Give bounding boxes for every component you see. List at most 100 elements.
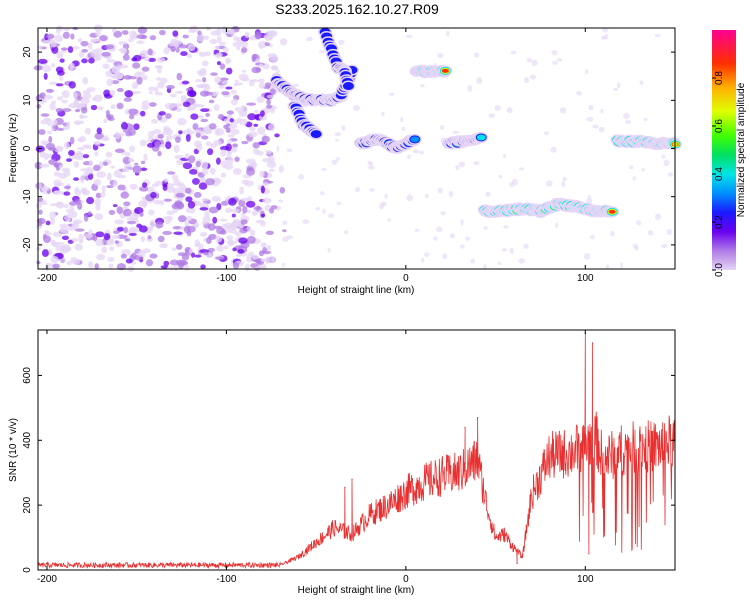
noise-cell (641, 168, 646, 172)
noise-cell (242, 205, 248, 214)
noise-cell (102, 161, 108, 166)
noise-cell (327, 248, 331, 253)
noise-cell (654, 33, 661, 38)
noise-cell (494, 105, 502, 111)
noise-cell (180, 95, 188, 102)
noise-cell (139, 212, 144, 217)
noise-cell (49, 102, 56, 111)
noise-cell (111, 27, 117, 33)
noise-cell (470, 258, 476, 264)
noise-cell (148, 91, 153, 95)
noise-cell (260, 185, 265, 194)
noise-cell (212, 216, 218, 224)
noise-cell (225, 67, 233, 75)
noise-cell (106, 59, 116, 63)
noise-cell (36, 246, 41, 251)
noise-cell (529, 74, 537, 80)
noise-cell (262, 63, 270, 70)
noise-cell (524, 76, 530, 84)
noise-cell (114, 148, 125, 154)
noise-cell (50, 217, 55, 225)
colorbar-label: Normalized spectral amplitude (736, 82, 747, 217)
noise-cell (315, 206, 320, 211)
noise-cell (139, 139, 148, 147)
noise-cell (74, 108, 81, 113)
noise-cell (234, 156, 240, 162)
noise-cell (246, 102, 257, 106)
noise-cell (162, 183, 168, 192)
noise-cell (201, 198, 209, 202)
noise-cell (221, 160, 228, 168)
noise-cell (48, 159, 58, 165)
noise-cell (76, 146, 86, 151)
noise-cell (139, 186, 149, 192)
noise-cell (278, 199, 284, 203)
noise-cell (236, 82, 243, 86)
noise-cell (205, 141, 212, 146)
noise-cell (440, 211, 446, 216)
noise-cell (186, 53, 193, 59)
noise-cell (97, 106, 104, 111)
noise-cell (381, 112, 385, 117)
noise-cell (131, 57, 138, 62)
noise-cell (149, 35, 157, 41)
noise-cell (39, 163, 50, 168)
noise-cell (186, 89, 197, 97)
noise-cell (147, 57, 156, 62)
noise-cell (503, 224, 509, 229)
noise-cell (61, 99, 68, 104)
noise-cell (195, 131, 201, 138)
noise-cell (401, 126, 406, 132)
noise-cell (241, 179, 249, 185)
noise-cell (112, 179, 118, 187)
noise-cell (127, 38, 134, 43)
noise-cell (108, 209, 116, 216)
noise-cell (140, 110, 146, 117)
noise-cell (113, 169, 122, 178)
spectrogram-cell (411, 137, 419, 142)
noise-cell (177, 117, 187, 126)
noise-cell (77, 137, 84, 143)
noise-cell (132, 62, 141, 69)
noise-cell (140, 105, 150, 111)
noise-cell (54, 34, 63, 43)
colorbar-tick-label: 0.8 (714, 71, 725, 85)
noise-cell (42, 40, 52, 44)
noise-cell (156, 56, 166, 63)
noise-cell (262, 181, 270, 186)
noise-cell (41, 199, 47, 204)
noise-cell (192, 102, 199, 108)
noise-cell (63, 214, 71, 222)
noise-cell (198, 84, 203, 89)
noise-cell (95, 202, 101, 211)
noise-cell (518, 258, 526, 264)
noise-cell (201, 221, 208, 225)
noise-cell (180, 51, 188, 57)
noise-cell (268, 168, 275, 172)
noise-cell (40, 185, 50, 192)
noise-cell (234, 79, 239, 84)
noise-cell (225, 143, 232, 152)
noise-cell (104, 44, 115, 50)
noise-cell (182, 129, 190, 135)
noise-cell (50, 239, 56, 246)
noise-cell (129, 183, 138, 190)
noise-cell (412, 149, 420, 154)
noise-cell (341, 125, 346, 132)
noise-cell (241, 140, 249, 145)
noise-cell (106, 78, 114, 87)
noise-cell (200, 118, 209, 123)
noise-cell (213, 104, 220, 111)
noise-cell (94, 213, 104, 221)
noise-cell (170, 93, 177, 98)
noise-cell (178, 130, 183, 135)
noise-cell (63, 191, 71, 196)
noise-cell (353, 104, 360, 112)
noise-cell (80, 40, 89, 47)
noise-cell (207, 148, 214, 156)
x-tick-label: -200 (37, 273, 57, 284)
noise-cell (155, 65, 162, 69)
noise-cell (38, 209, 43, 215)
noise-cell (213, 139, 222, 146)
noise-cell (51, 100, 57, 105)
